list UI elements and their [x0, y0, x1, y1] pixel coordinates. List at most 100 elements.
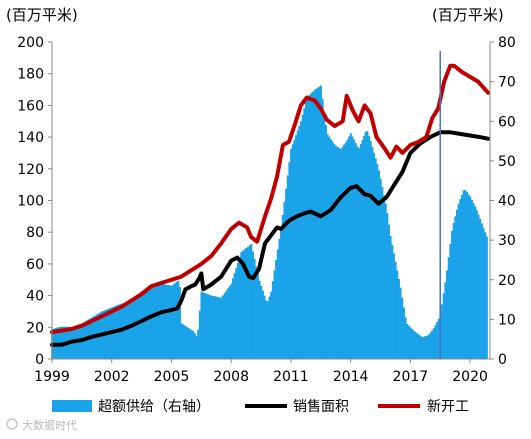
left-axis-tick-label: 20 — [26, 320, 44, 336]
bar-mark — [485, 236, 488, 359]
bar-mark — [205, 293, 208, 359]
bar-mark — [314, 88, 317, 359]
bar-mark — [285, 188, 288, 359]
bar-mark — [309, 93, 312, 359]
bar-mark — [124, 302, 127, 359]
bar-mark — [235, 267, 238, 359]
bar-mark — [127, 302, 130, 359]
bar-mark — [399, 287, 402, 359]
bar-mark — [376, 164, 379, 359]
bar-mark — [228, 286, 231, 359]
right-axis-tick-label: 50 — [498, 154, 516, 170]
right-axis-tick-label: 10 — [498, 312, 516, 328]
right-axis-tick-label: 20 — [498, 273, 516, 289]
bar-mark — [358, 148, 361, 359]
bar-mark — [368, 136, 371, 359]
sales-area-line — [50, 130, 490, 347]
bar-mark — [188, 328, 191, 359]
bar-mark — [369, 141, 372, 359]
right-axis-tick-label: 80 — [498, 35, 516, 51]
bar-mark — [336, 146, 339, 359]
bar-mark — [396, 270, 399, 359]
x-axis-tick-label: 2005 — [154, 369, 190, 385]
bar-mark — [467, 194, 470, 359]
bar-mark — [414, 332, 417, 359]
bar-mark — [378, 170, 381, 359]
bar-mark — [306, 96, 309, 359]
bar-mark — [290, 148, 293, 359]
bar-mark — [227, 288, 230, 359]
bar-mark — [130, 301, 133, 359]
bar-mark — [135, 298, 138, 359]
bar-mark — [273, 270, 276, 359]
bar-mark — [298, 125, 301, 360]
legend-label-sales-area: 销售面积 — [293, 399, 349, 415]
bar-mark — [323, 112, 326, 359]
bar-mark — [190, 329, 193, 359]
x-axis-tick-label: 1999 — [34, 369, 70, 385]
right-axis-tick-label: 30 — [498, 233, 516, 249]
right-axis-tick-label: 0 — [498, 352, 507, 368]
bar-mark — [177, 280, 180, 359]
bar-mark — [197, 329, 200, 359]
bar-mark — [436, 322, 439, 359]
bar-mark — [246, 246, 249, 359]
bar-mark — [437, 318, 440, 359]
x-axis-tick-label: 2002 — [94, 369, 130, 385]
bar-mark — [349, 133, 352, 359]
bar-mark — [346, 139, 349, 359]
bar-mark — [343, 144, 346, 359]
bar-mark — [382, 195, 385, 359]
x-axis-tick-label: 2011 — [273, 369, 309, 385]
bar-mark — [207, 294, 210, 359]
bar-mark — [431, 330, 434, 359]
bar-mark — [175, 281, 178, 359]
bar-mark — [374, 158, 377, 359]
bar-mark — [270, 291, 273, 359]
bar-mark — [275, 259, 278, 359]
bar-mark — [475, 210, 478, 359]
bar-mark — [351, 136, 354, 359]
bar-mark — [265, 300, 268, 359]
bar-mark — [134, 299, 137, 359]
bar-mark — [125, 302, 128, 359]
bar-mark — [217, 296, 220, 359]
bar-mark — [155, 285, 158, 359]
left-axis-tick-label: 80 — [26, 225, 44, 241]
x-axis-tick-label: 2020 — [452, 369, 488, 385]
bar-mark — [301, 114, 304, 360]
bar-mark — [250, 244, 253, 359]
bar-mark — [258, 280, 261, 359]
bar-mark — [281, 215, 284, 359]
bar-mark — [160, 283, 163, 359]
bar-mark — [170, 285, 173, 359]
lines-layer — [50, 63, 490, 347]
bar-mark — [480, 223, 483, 359]
bar-mark — [409, 327, 412, 359]
bar-mark — [479, 218, 482, 359]
bar-mark — [364, 131, 367, 359]
bar-mark — [255, 266, 258, 359]
legend-label-new-starts: 新开工 — [427, 399, 469, 415]
bar-mark — [429, 332, 432, 359]
bar-mark — [202, 292, 205, 359]
bar-mark — [308, 95, 311, 359]
bar-mark — [324, 125, 327, 360]
bar-mark — [457, 203, 460, 359]
bar-mark — [137, 297, 140, 359]
bar-mark — [401, 297, 404, 359]
bar-mark — [361, 139, 364, 359]
bar-mark — [446, 270, 449, 359]
bar-mark — [469, 196, 472, 359]
bar-mark — [454, 216, 457, 359]
bar-mark — [427, 334, 430, 359]
bar-mark — [142, 294, 145, 359]
bar-mark — [482, 227, 485, 359]
bar-mark — [225, 290, 228, 359]
bar-mark — [426, 335, 429, 359]
bar-mark — [464, 189, 467, 359]
bar-mark — [222, 295, 225, 359]
bar-mark — [241, 250, 244, 359]
